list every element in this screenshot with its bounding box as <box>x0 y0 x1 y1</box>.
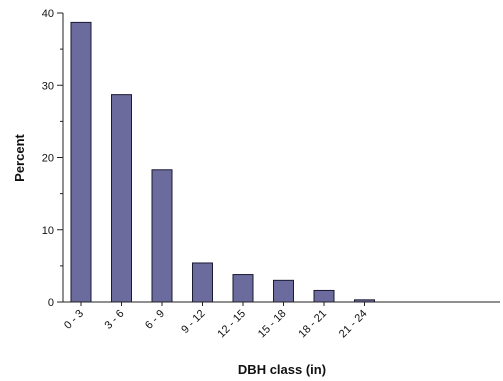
y-tick-label: 30 <box>42 80 54 92</box>
x-tick-label: 9 - 12 <box>179 308 207 336</box>
x-tick-label: 15 - 18 <box>256 308 289 341</box>
x-tick-label: 12 - 15 <box>215 308 248 341</box>
y-tick-label: 20 <box>42 153 54 165</box>
y-tick-label: 0 <box>48 297 54 309</box>
bar-5 <box>273 279 294 303</box>
y-axis-title: Percent <box>12 133 27 181</box>
bar-0 <box>70 21 92 303</box>
y-axis-ticks: 0 10 20 30 40 <box>42 8 63 309</box>
bar-6 <box>313 289 335 303</box>
x-tick-label: 21 - 24 <box>337 308 370 341</box>
bar-1 <box>111 94 132 303</box>
x-tick-label: 6 - 9 <box>143 308 167 332</box>
x-axis-ticks: 0 - 3 3 - 6 6 - 9 9 - 12 12 - 15 15 - 18 18 - … <box>62 302 370 340</box>
x-tick-label: 18 - 21 <box>296 308 329 341</box>
x-axis-title: DBH class (in) <box>238 362 326 377</box>
y-tick-label: 10 <box>42 225 54 237</box>
x-tick-label: 0 - 3 <box>62 308 86 332</box>
bar-4 <box>232 274 254 303</box>
y-tick-label: 40 <box>42 8 54 20</box>
bar-2 <box>151 169 173 303</box>
bar-3 <box>192 262 213 303</box>
bars <box>70 21 375 303</box>
x-tick-label: 3 - 6 <box>103 308 127 332</box>
